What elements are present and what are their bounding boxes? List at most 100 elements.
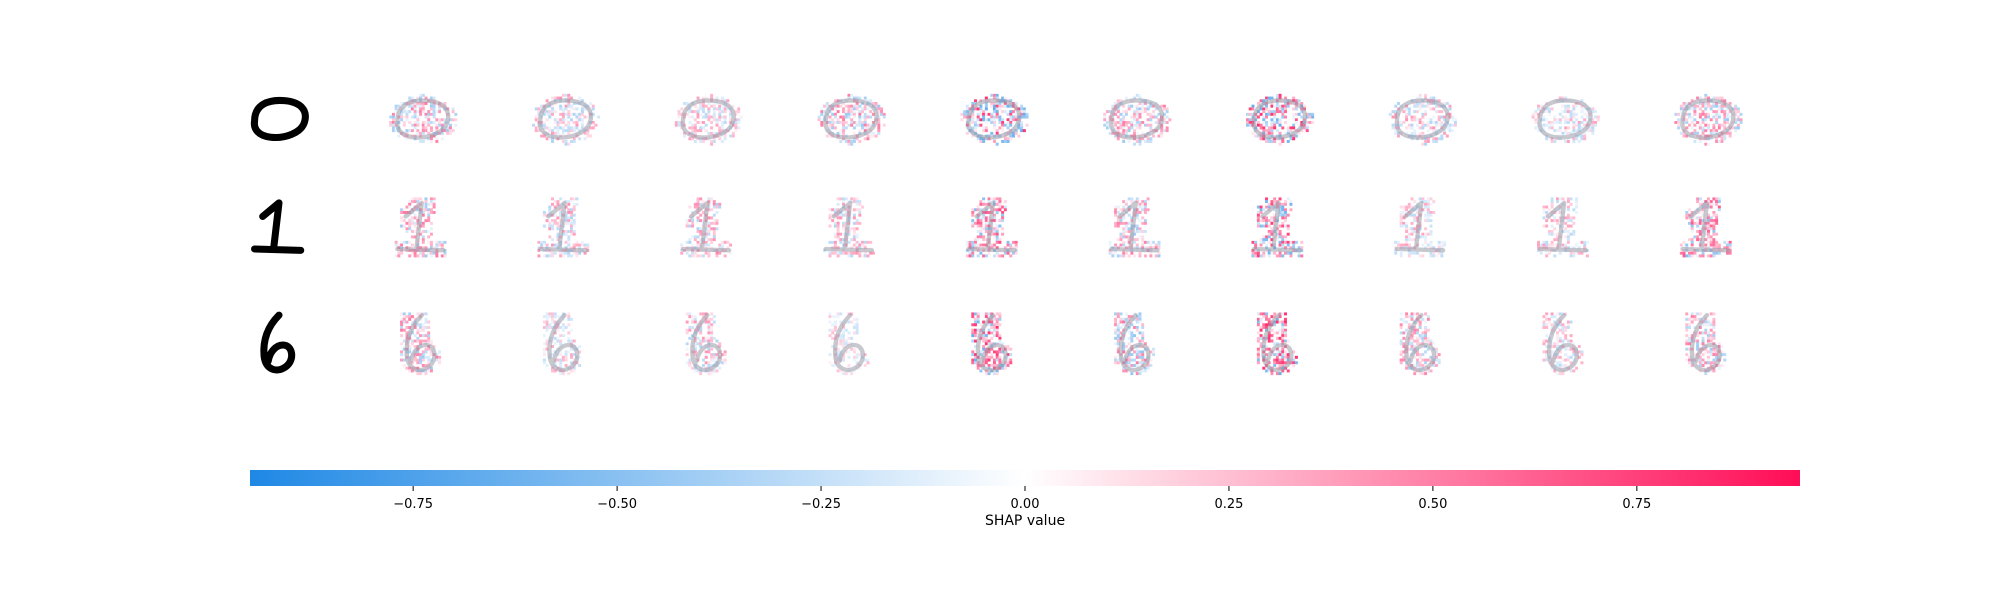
shap-pixel bbox=[1583, 123, 1587, 127]
shap-pixel bbox=[1267, 112, 1271, 116]
digit-overlay bbox=[1118, 312, 1151, 373]
shap-pixel bbox=[1580, 350, 1584, 354]
shap-pixel bbox=[1545, 254, 1549, 258]
shap-pixel bbox=[847, 240, 851, 244]
shap-pixel bbox=[984, 104, 988, 108]
shap-pixel bbox=[1122, 350, 1126, 354]
shap-pixel bbox=[556, 123, 560, 127]
shap-pixel bbox=[1682, 243, 1686, 247]
shap-pixel bbox=[1437, 251, 1441, 255]
shap-pixel bbox=[1402, 211, 1406, 214]
shap-pixel bbox=[545, 243, 549, 247]
shap-pixel bbox=[1550, 140, 1554, 143]
shap-pixel bbox=[710, 339, 714, 343]
shap-pixel bbox=[1270, 216, 1274, 220]
shap-pixel bbox=[1284, 115, 1287, 119]
shap-pixel bbox=[567, 211, 571, 214]
shap-pixel bbox=[1297, 131, 1301, 135]
shap-pixel bbox=[1437, 115, 1441, 119]
shap-pixel bbox=[1410, 213, 1414, 217]
shap-pixel bbox=[707, 131, 711, 135]
shap-pixel bbox=[723, 361, 727, 365]
shap-pixel bbox=[572, 126, 576, 130]
shap-pixel bbox=[402, 315, 406, 319]
shap-pixel bbox=[424, 102, 428, 105]
shap-pixel bbox=[998, 224, 1002, 228]
shap-pixel bbox=[871, 131, 875, 135]
shap-pixel bbox=[1542, 342, 1546, 346]
shap-pixel bbox=[1553, 254, 1557, 258]
shap-pixel bbox=[1707, 96, 1710, 100]
shap-pixel bbox=[1566, 320, 1570, 324]
shap-pixel bbox=[1135, 216, 1139, 220]
shap-pixel bbox=[861, 110, 865, 114]
shap-pixel bbox=[575, 254, 579, 258]
shap-pixel bbox=[443, 240, 447, 244]
shap-pixel bbox=[1286, 102, 1290, 105]
shap-pixel bbox=[572, 358, 576, 362]
shap-pixel bbox=[866, 134, 870, 138]
shap-pixel bbox=[1114, 312, 1118, 316]
shap-pixel bbox=[979, 219, 983, 223]
shap-pixel bbox=[723, 254, 727, 258]
shap-pixel bbox=[1396, 134, 1400, 138]
shap-pixel bbox=[578, 355, 582, 359]
shap-pixel bbox=[1432, 364, 1436, 367]
shap-pixel bbox=[1122, 317, 1126, 321]
shap-heatmap-row2-col7 bbox=[1251, 197, 1304, 258]
shap-pixel bbox=[976, 112, 980, 116]
shap-pixel bbox=[1415, 364, 1419, 367]
shap-pixel bbox=[1273, 312, 1277, 316]
shap-pixel bbox=[1726, 121, 1729, 124]
shap-pixel bbox=[1701, 211, 1705, 214]
shap-pixel bbox=[551, 326, 554, 329]
shap-pixel bbox=[688, 240, 692, 244]
shap-pixel bbox=[729, 115, 733, 119]
shap-pixel bbox=[984, 312, 988, 316]
shap-pixel bbox=[691, 326, 695, 329]
shap-pixel bbox=[1119, 243, 1123, 247]
shap-pixel bbox=[1539, 251, 1543, 255]
shap-pixel bbox=[1440, 240, 1444, 244]
shap-pixel bbox=[1715, 137, 1719, 141]
shap-pixel bbox=[1418, 334, 1422, 338]
shap-pixel bbox=[688, 219, 692, 223]
shap-pixel bbox=[1550, 230, 1554, 233]
shap-pixel bbox=[1284, 104, 1287, 108]
shap-pixel bbox=[1289, 254, 1293, 258]
shap-pixel bbox=[432, 246, 436, 250]
shap-pixel bbox=[1116, 211, 1120, 214]
shap-pixel bbox=[1275, 232, 1279, 236]
shap-pixel bbox=[715, 369, 719, 373]
shap-pixel bbox=[1105, 110, 1109, 114]
shap-pixel bbox=[979, 104, 983, 108]
shap-pixel bbox=[993, 232, 996, 236]
shap-pixel bbox=[1712, 131, 1716, 135]
shap-pixel bbox=[1550, 353, 1554, 357]
shap-pixel bbox=[863, 137, 867, 141]
shap-pixel bbox=[1281, 339, 1285, 343]
shap-pixel bbox=[1407, 112, 1411, 116]
shap-pixel bbox=[1262, 366, 1266, 370]
shap-pixel bbox=[1566, 238, 1570, 242]
shap-pixel bbox=[712, 102, 716, 105]
shap-pixel bbox=[701, 200, 705, 204]
shap-pixel bbox=[976, 320, 980, 324]
shap-pixel bbox=[548, 315, 552, 319]
shap-pixel bbox=[707, 118, 711, 122]
shap-pixel bbox=[1432, 254, 1436, 258]
shap-pixel bbox=[400, 334, 404, 338]
shap-pixel bbox=[1717, 107, 1721, 111]
shap-pixel bbox=[1294, 134, 1298, 138]
shap-pixel bbox=[1407, 254, 1411, 258]
shap-pixel bbox=[1160, 134, 1164, 138]
shap-pixel bbox=[707, 320, 711, 324]
shap-pixel bbox=[1561, 104, 1565, 108]
shap-pixel bbox=[1116, 107, 1120, 111]
shap-pixel bbox=[855, 197, 859, 201]
shap-pixel bbox=[707, 197, 711, 201]
shap-pixel bbox=[1405, 230, 1409, 233]
shap-pixel bbox=[984, 224, 988, 228]
shap-pixel bbox=[836, 110, 840, 114]
shap-pixel bbox=[1569, 361, 1573, 365]
